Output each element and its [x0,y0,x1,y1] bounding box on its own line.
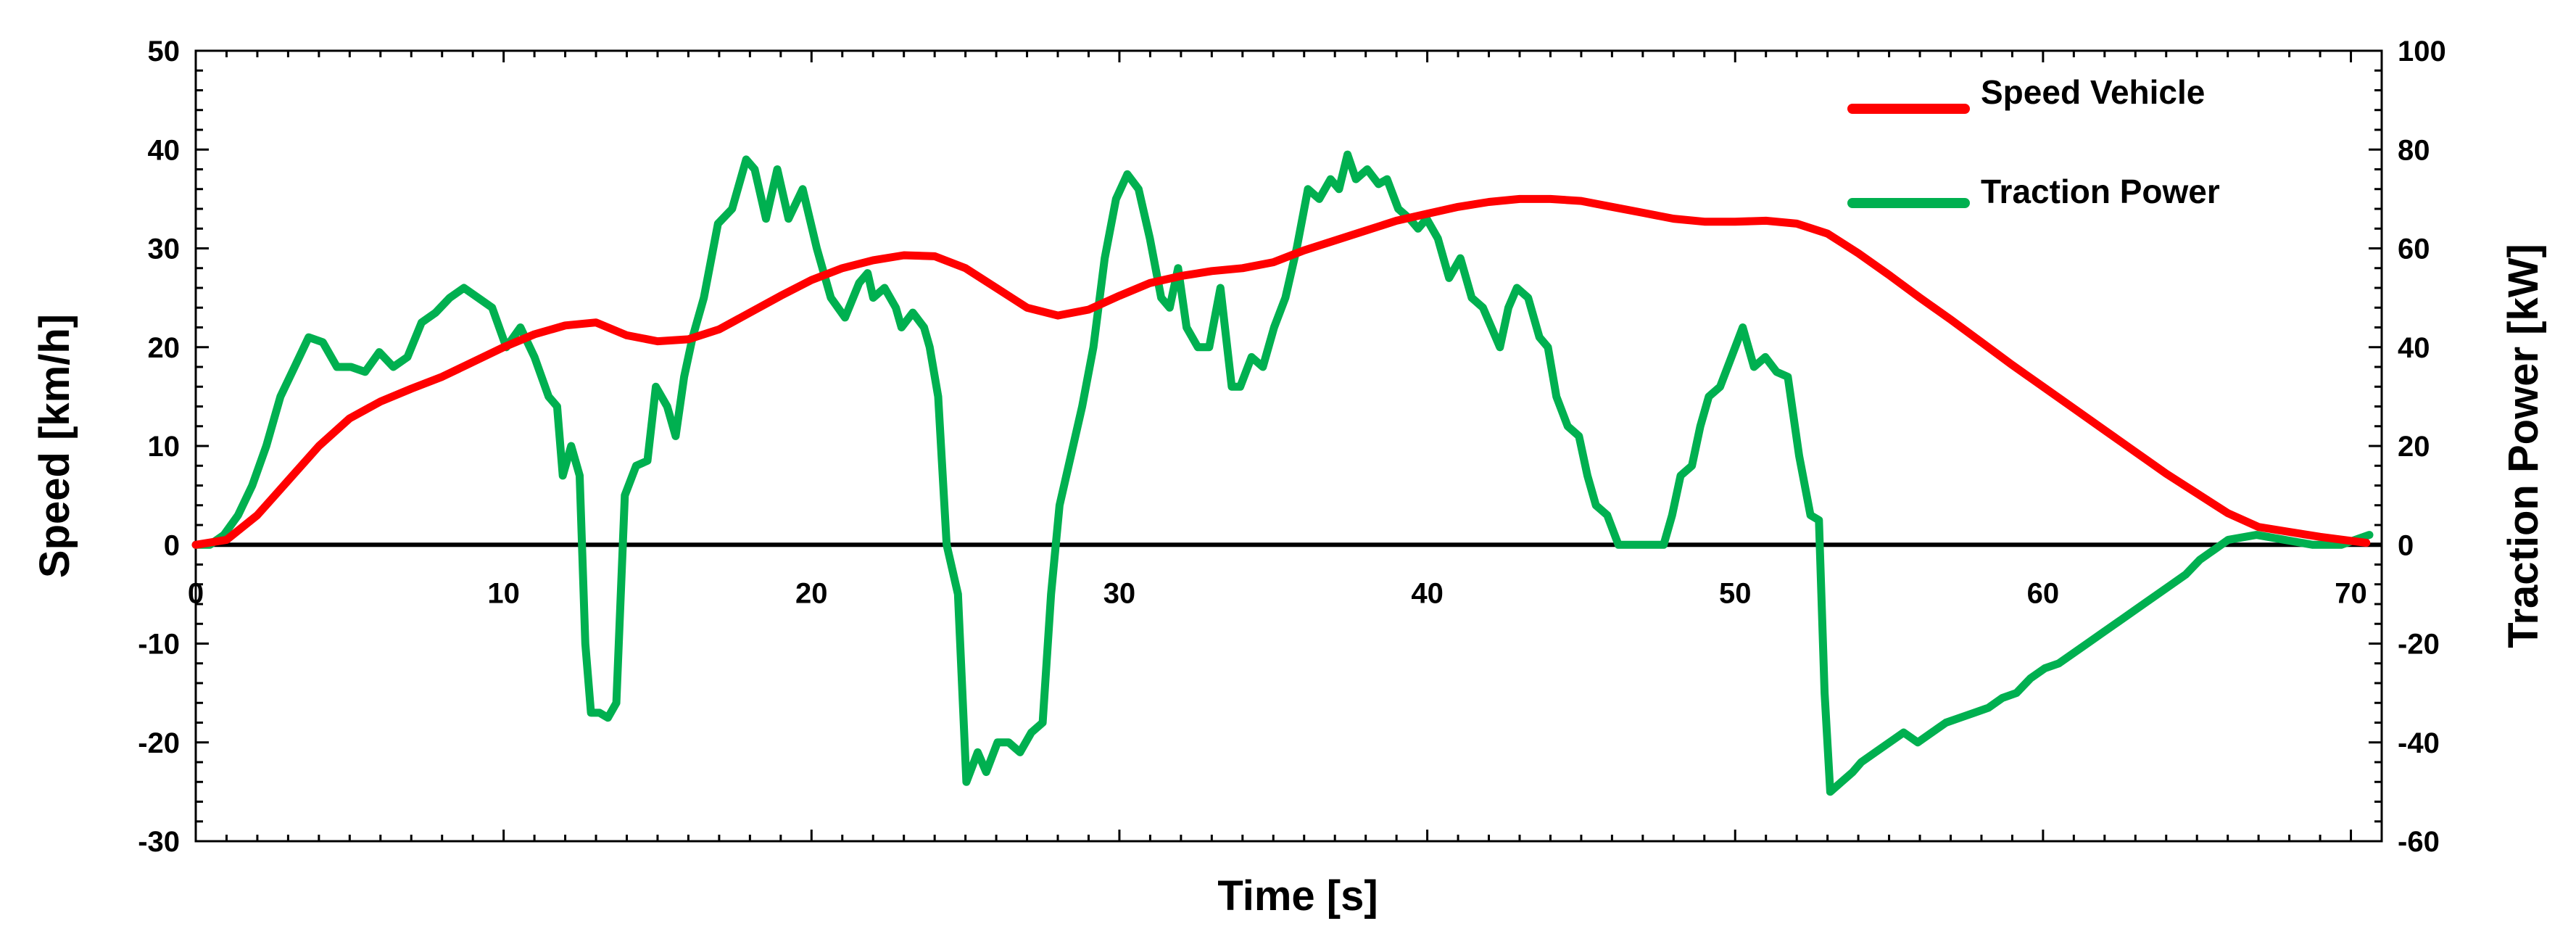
right-tick-label: 40 [2398,332,2430,364]
x-tick-label: 10 [487,577,520,609]
right-tick-label: -40 [2398,727,2440,759]
x-tick-label: 50 [1719,577,1752,609]
plot-frame [194,49,2383,843]
right-tick-label: -60 [2398,826,2440,858]
x-tick-label: 70 [2335,577,2367,609]
x-axis-title: Time [s] [1217,872,1378,920]
left-tick-label: 30 [148,234,181,265]
x-tick-label: 0 [188,577,204,609]
right-tick-label: 20 [2398,431,2430,463]
left-tick-label: 40 [148,134,181,166]
right-tick-label: 60 [2398,234,2430,265]
left-tick-label: -30 [138,826,180,858]
y2-axis-title: Traction Power [kW] [2500,244,2547,648]
legend: Speed Vehicle Traction Power [1847,73,2220,210]
speed-vehicle-line [191,194,2371,549]
right-tick-label: 80 [2398,134,2430,166]
x-tick-label: 30 [1103,577,1136,609]
left-tick-label: 0 [164,529,180,561]
x-tick-label: 40 [1411,577,1444,609]
x-axis-ticks: 0 10 20 30 40 50 60 70 [188,51,2383,841]
x-tick-label: 20 [795,577,828,609]
left-tick-label: -10 [138,629,180,661]
legend-label-power: Traction Power [1981,173,2220,210]
left-tick-label: 10 [148,431,181,463]
x-tick-label: 60 [2027,577,2060,609]
left-tick-label: -20 [138,727,180,759]
right-tick-label: -20 [2398,629,2440,661]
left-tick-label: 50 [148,36,181,67]
y-axis-title: Speed [km/h] [31,314,78,578]
traction-power-line [191,150,2374,796]
left-tick-label: 20 [148,332,181,364]
right-tick-label: 0 [2398,529,2414,561]
right-axis-ticks: -60 -40 -20 0 20 40 60 80 100 [2369,36,2446,858]
right-tick-label: 100 [2398,36,2446,67]
legend-label-speed: Speed Vehicle [1981,73,2205,111]
series-group [191,150,2374,796]
